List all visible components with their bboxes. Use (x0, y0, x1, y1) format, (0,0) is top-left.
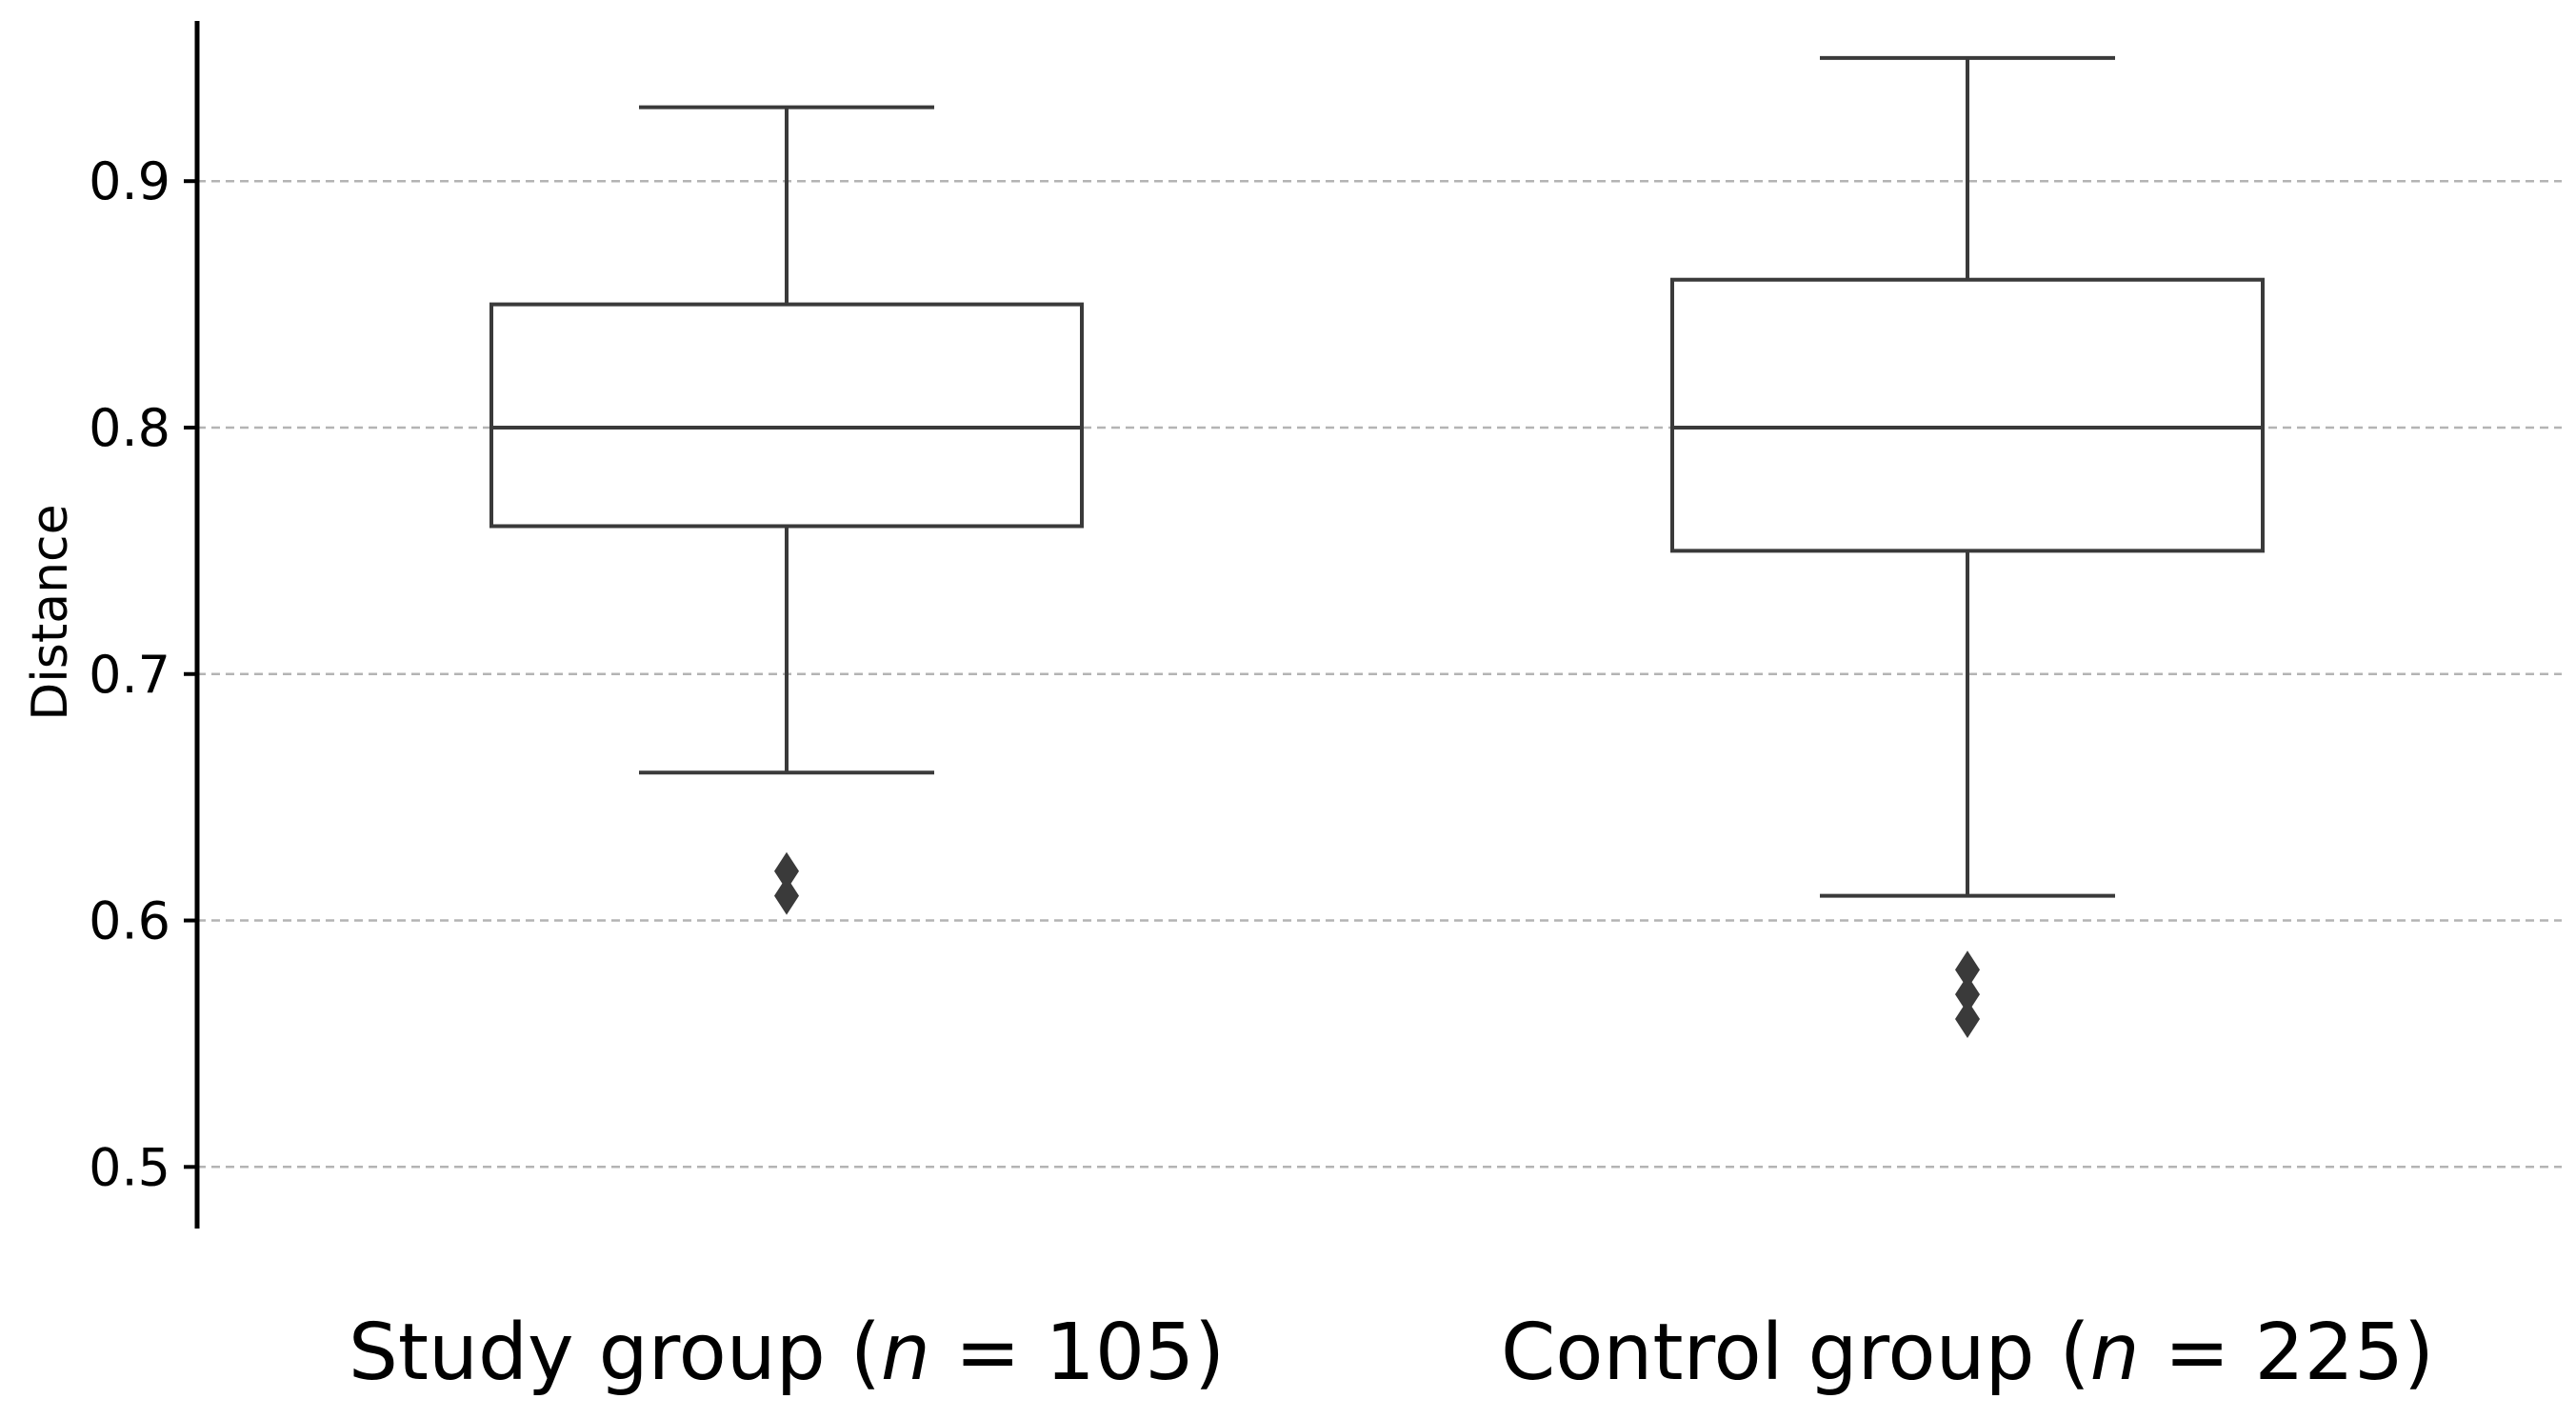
y-tick-label: 0.7 (89, 645, 170, 705)
iqr-box (489, 302, 1084, 529)
category-label-prefix: Study group ( (349, 1308, 881, 1398)
y-tick-label: 0.8 (89, 398, 170, 458)
y-tick-label: 0.6 (89, 891, 170, 951)
iqr-box (1670, 277, 2265, 553)
box-group (1670, 55, 2265, 1039)
category-label: Study group (n = 105) (349, 1308, 1225, 1398)
box-group (489, 105, 1084, 915)
y-axis-ticks: 0.5 0.6 0.7 0.8 0.9 (89, 151, 197, 1197)
outlier-point (1955, 950, 1980, 989)
y-axis-title: Distance (22, 504, 79, 720)
category-label-prefix: Control group ( (1501, 1308, 2090, 1398)
outlier-point (774, 876, 799, 915)
y-tick-label: 0.9 (89, 151, 170, 211)
y-tick-label: 0.5 (89, 1137, 170, 1197)
category-label-n: n (881, 1308, 930, 1398)
category-label: Control group (n = 225) (1501, 1308, 2434, 1398)
category-labels: Study group (n = 105) Control group (n = … (349, 1308, 2434, 1398)
outlier-point (1955, 975, 1980, 1014)
category-label-suffix: = 105) (930, 1308, 1225, 1398)
boxes (489, 55, 2265, 1039)
category-label-n: n (2090, 1308, 2140, 1398)
outlier-point (1955, 1000, 1980, 1039)
outlier-point (774, 851, 799, 890)
category-label-suffix: = 225) (2140, 1308, 2434, 1398)
